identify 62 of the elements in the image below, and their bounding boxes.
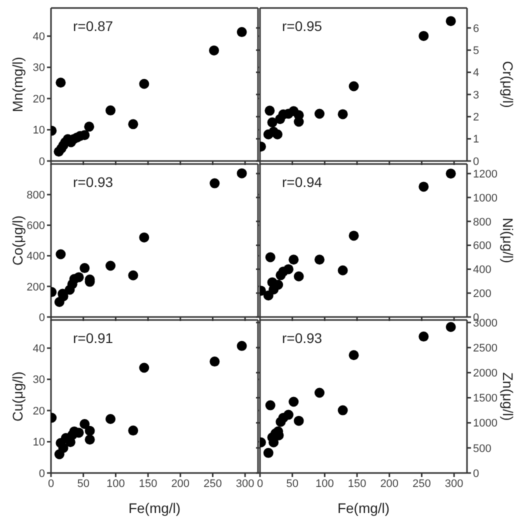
y-tick-label: 30 — [32, 62, 45, 74]
y-tick-label: 400 — [26, 250, 45, 263]
y-tick-label: 2000 — [473, 368, 498, 380]
x-tick-label: 100 — [106, 478, 125, 490]
x-axis-title: Fe(mg/l) — [337, 500, 390, 516]
y-tick-label: 200 — [26, 281, 45, 294]
y-axis-title: Mn(mg/l) — [9, 56, 26, 112]
y-tick-label: 0 — [38, 312, 45, 324]
y-tick-label: 10 — [32, 436, 45, 449]
y-tick-label: 0 — [38, 156, 45, 168]
y-tick-label: 1000 — [473, 192, 498, 204]
x-tick-label: 200 — [380, 478, 399, 490]
x-tick-label: 300 — [444, 478, 464, 490]
y-tick-label: 10 — [32, 124, 45, 137]
y-axis-title: Co(μg/l) — [9, 215, 26, 266]
y-tick-label: 1200 — [473, 168, 498, 180]
y-tick-label: 5 — [473, 45, 480, 58]
y-tick-label: 200 — [473, 288, 492, 300]
x-tick-label: 100 — [316, 478, 334, 490]
y-tick-label: 600 — [26, 220, 45, 232]
x-tick-label: 250 — [412, 478, 431, 490]
x-tick-label: 200 — [171, 478, 190, 490]
x-tick-label: 50 — [286, 478, 298, 490]
y-tick-label: 0 — [473, 468, 480, 480]
y-axis-title: Cu(μg/l) — [9, 371, 26, 422]
y-tick-label: 40 — [32, 343, 45, 356]
y-axis-title: Zn(μg/l) — [500, 372, 516, 421]
annotation: r=0.93 — [73, 174, 114, 190]
annotation: r=0.87 — [73, 18, 114, 34]
y-tick-label: 1500 — [473, 392, 498, 405]
x-tick-label: 0 — [256, 478, 264, 490]
y-tick-label: 400 — [473, 264, 492, 276]
x-tick-label: 50 — [77, 478, 90, 490]
y-tick-label: 0 — [38, 468, 45, 480]
annotation: r=0.91 — [73, 330, 114, 346]
x-tick-label: 300 — [236, 478, 254, 490]
x-tick-label: 150 — [138, 478, 158, 490]
annotation: r=0.95 — [282, 18, 322, 34]
y-tick-label: 1000 — [473, 418, 498, 430]
y-tick-label: 2500 — [473, 342, 498, 354]
x-tick-label: 0 — [48, 478, 54, 490]
y-tick-label: 2 — [473, 112, 480, 124]
y-tick-label: 500 — [473, 442, 492, 455]
y-tick-label: 0 — [473, 156, 480, 168]
annotation: r=0.94 — [282, 174, 322, 190]
y-tick-label: 4 — [473, 67, 480, 80]
x-axis-title: Fe(mg/l) — [128, 500, 181, 516]
y-tick-label: 20 — [32, 405, 45, 418]
x-tick-label: 250 — [204, 478, 222, 490]
y-tick-label: 6 — [473, 22, 480, 35]
y-axis-title: Cr(μg/l) — [500, 61, 516, 108]
x-tick-label: 150 — [348, 478, 366, 490]
y-tick-label: 800 — [26, 190, 45, 202]
y-tick-label: 800 — [473, 216, 492, 228]
y-tick-label: 600 — [473, 240, 492, 252]
y-tick-label: 40 — [32, 31, 45, 44]
y-tick-label: 1 — [473, 134, 480, 146]
y-tick-label: 20 — [32, 93, 45, 106]
y-tick-label: 30 — [32, 374, 45, 386]
annotation: r=0.93 — [282, 330, 322, 346]
y-tick-label: 3 — [473, 89, 480, 102]
y-axis-title: Ni(μg/l) — [500, 218, 516, 264]
